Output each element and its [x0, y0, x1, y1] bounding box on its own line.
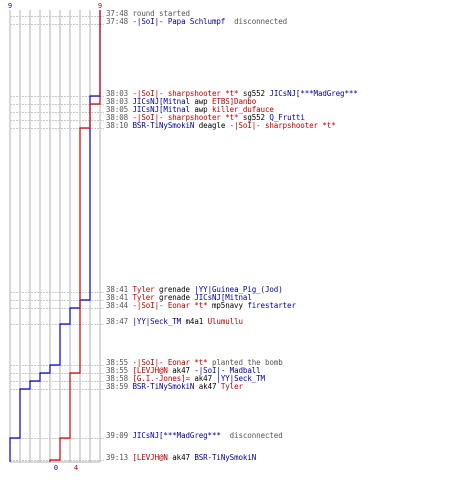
log-row: 39:13 [LEVJH@N ak47 BSR-TiNySmokiN [106, 453, 256, 463]
log-text-segment: [LEVJH@N [132, 453, 168, 462]
log-text-segment: Q_Frutti [269, 113, 305, 122]
log-timestamp: 37:48 [106, 17, 133, 26]
log-text-segment: ak47 [167, 453, 195, 462]
log-text-segment: awp [189, 97, 212, 106]
team-series-line-1 [49, 10, 101, 462]
log-row: 38:03 -|SoI|- sharpshooter *t* sg552 JIC… [106, 89, 358, 99]
log-row: 38:44 -|SoI|- Eonar *t* mp5navy firestar… [106, 301, 296, 311]
log-text-segment: JICsNJ[***MadGreg*** [269, 89, 358, 98]
log-text-segment: -|SoI|- sharpshooter *t* [132, 113, 239, 122]
log-text-segment: JICsNJ[Mitnal [132, 97, 191, 106]
log-text-segment: m4a1 [181, 317, 208, 326]
log-row: 38:41 Tyler grenade |YY|Guinea_Pig_(Jod) [106, 285, 283, 295]
log-text-segment: [G.I.-Jones]= [132, 374, 191, 383]
log-text-segment: -|SoI|- Madball [194, 366, 261, 375]
log-row: 38:03 JICsNJ[Mitnal awp ETBS]Danbo [106, 97, 256, 107]
log-text-segment: -|SoI|- sharpshooter *t* [132, 89, 239, 98]
log-text-segment: grenade [154, 285, 195, 294]
log-timestamp: 38:08 [106, 113, 133, 122]
log-row: 37:48 -|SoI|- Papa Schlumpf disconnected [106, 17, 287, 27]
log-row: 39:09 JICsNJ[***MadGreg*** disconnected [106, 431, 283, 441]
log-timestamp: 38:47 [106, 317, 133, 326]
log-text-segment: -|SoI|- sharpshooter *t* [229, 121, 336, 130]
log-text-segment: |YY|Seck_TM [216, 374, 265, 383]
log-text-segment: Ulumullu [207, 317, 243, 326]
log-text-segment: grenade [154, 293, 195, 302]
log-timestamp: 38:41 [106, 285, 133, 294]
log-text-segment: Tyler [132, 293, 155, 302]
log-text-segment: sg552 [238, 113, 270, 122]
log-row: 38:41 Tyler grenade JICsNJ[Mitnal [106, 293, 252, 303]
log-timestamp: 39:09 [106, 431, 133, 440]
log-text-segment: [LEVJH@N [132, 366, 168, 375]
log-text-segment: Tyler [132, 285, 155, 294]
log-timestamp: 38:59 [106, 382, 133, 391]
log-text-segment: |YY|Seck_TM [132, 317, 182, 326]
log-text-segment: ak47 [194, 382, 221, 391]
log-timestamp: 38:41 [106, 293, 133, 302]
log-row: 38:55 -|SoI|- Eonar *t* planted the bomb [106, 358, 283, 368]
log-text-segment: JICsNJ[Mitnal [194, 293, 252, 302]
log-text-segment: JICsNJ[***MadGreg*** [132, 431, 221, 440]
log-text-segment: planted the bomb [207, 358, 283, 367]
log-timestamp: 38:55 [106, 358, 133, 367]
log-timestamp: 38:03 [106, 97, 133, 106]
log-text-segment: ETBS]Danbo [211, 97, 257, 106]
log-text-segment: firestarter [247, 301, 296, 310]
log-row: 38:05 JICsNJ[Mitnal awp killer_dufauce [106, 105, 274, 115]
log-text-segment: awp [189, 105, 212, 114]
log-text-segment: killer_dufauce [211, 105, 274, 114]
log-timestamp: 38:03 [106, 89, 133, 98]
log-text-segment: deagle [194, 121, 230, 130]
log-timestamp: 38:55 [106, 366, 133, 375]
log-row: 38:47 |YY|Seck_TM m4a1 Ulumullu [106, 317, 243, 327]
log-text-segment: ak47 [167, 366, 195, 375]
log-text-segment: disconnected [225, 17, 288, 26]
log-text-segment: disconnected [220, 431, 283, 440]
log-text-segment: -|SoI|- Eonar *t* [132, 358, 208, 367]
log-timestamp: 38:10 [106, 121, 133, 130]
log-row: 38:08 -|SoI|- sharpshooter *t* sg552 Q_F… [106, 113, 305, 123]
log-text-segment: sg552 [238, 89, 270, 98]
log-text-segment: mp5navy [207, 301, 248, 310]
log-row: 38:10 BSR-TiNySmokiN deagle -|SoI|- shar… [106, 121, 336, 131]
log-text-segment: BSR-TiNySmokiN [194, 453, 257, 462]
team-series-line-0 [9, 10, 101, 462]
log-text-segment: Tyler [220, 382, 243, 391]
log-timestamp: 38:05 [106, 105, 133, 114]
log-row: 38:59 BSR-TiNySmokiN ak47 Tyler [106, 382, 243, 392]
log-text-segment: -|SoI|- Eonar *t* [132, 301, 208, 310]
log-timestamp: 37:48 [106, 9, 133, 18]
bottom-blue-count-label: 0 [54, 464, 58, 472]
log-text-segment: BSR-TiNySmokiN [132, 382, 195, 391]
log-row: 38:58 [G.I.-Jones]= ak47 |YY|Seck_TM [106, 374, 265, 384]
log-text-segment: -|SoI|- Papa Schlumpf [132, 17, 226, 26]
log-row: 37:48 round started [106, 9, 190, 19]
bottom-red-count-label: 4 [74, 464, 78, 472]
log-text-segment: |YY|Guinea_Pig_(Jod) [194, 285, 283, 294]
log-text-segment: JICsNJ[Mitnal [132, 105, 191, 114]
log-text-segment: ak47 [189, 374, 217, 383]
top-left-count-label: 9 [8, 2, 12, 10]
log-timestamp: 38:58 [106, 374, 133, 383]
log-row: 38:55 [LEVJH@N ak47 -|SoI|- Madball [106, 366, 261, 376]
log-text-segment: round started [132, 9, 191, 18]
log-text-segment: BSR-TiNySmokiN [132, 121, 195, 130]
log-timestamp: 38:44 [106, 301, 133, 310]
top-right-count-label: 9 [98, 2, 102, 10]
log-timestamp: 39:13 [106, 453, 133, 462]
